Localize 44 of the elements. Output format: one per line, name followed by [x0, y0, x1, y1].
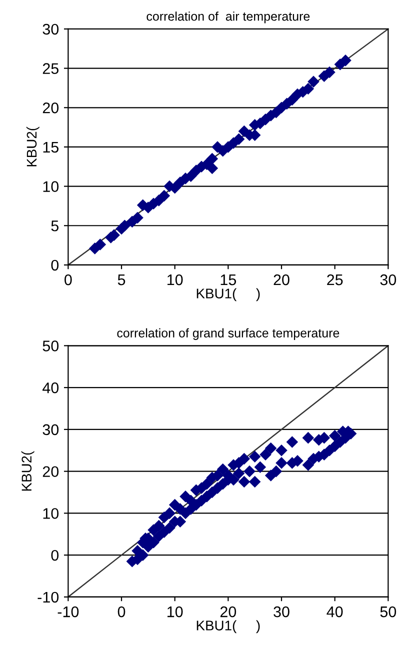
- x-tick-label: 0: [64, 274, 72, 286]
- point: [308, 76, 320, 88]
- x-tick-label: 20: [220, 606, 236, 618]
- x-tick-label: 30: [274, 606, 290, 618]
- y-tick-label: 5: [51, 220, 58, 232]
- y-tick-label: 10: [43, 181, 59, 192]
- x-tick-label: 30: [380, 274, 396, 286]
- point: [118, 220, 131, 232]
- chart-title: correlation of grand surface temperature: [117, 328, 340, 340]
- x-tick-label: 0: [118, 606, 126, 618]
- x-axis-title: KBU1( ): [196, 288, 260, 302]
- x-tick-label: 10: [168, 606, 183, 618]
- y-tick-label: 20: [42, 466, 59, 478]
- y-axis-title: KBU2(: [26, 126, 40, 166]
- point: [324, 66, 336, 78]
- x-tick-label: 5: [118, 274, 126, 286]
- y-tick-label: 10: [43, 508, 59, 519]
- x-tick-label: 50: [380, 606, 396, 618]
- point: [158, 190, 170, 202]
- point: [132, 212, 144, 224]
- x-tick-label: 20: [274, 274, 290, 286]
- x-tick-label: 15: [220, 274, 236, 286]
- point: [232, 133, 245, 145]
- y-tick-label: -10: [38, 592, 59, 603]
- y-tick-label: 30: [42, 24, 59, 35]
- y-tick-label: 0: [51, 550, 59, 561]
- point: [340, 54, 352, 66]
- y-tick-label: 25: [42, 63, 59, 74]
- x-tick-label: 25: [327, 274, 343, 286]
- x-tick-label: 40: [326, 606, 343, 618]
- point: [302, 82, 314, 95]
- y-axis-title: KBU2(: [21, 450, 34, 491]
- y-tick-label: 40: [42, 382, 59, 394]
- y-tick-label: 0: [51, 260, 59, 271]
- point: [94, 238, 106, 250]
- y-tick-label: 15: [43, 142, 59, 153]
- y-tick-label: 30: [42, 424, 59, 436]
- x-axis-title: KBU1( ): [196, 620, 260, 634]
- chart-title: correlation of air temperature: [146, 12, 310, 24]
- y-tick-label: 50: [42, 340, 59, 352]
- x-tick-label: 10: [168, 274, 183, 286]
- y-tick-label: 20: [42, 102, 59, 114]
- point: [206, 162, 218, 174]
- point: [206, 152, 218, 165]
